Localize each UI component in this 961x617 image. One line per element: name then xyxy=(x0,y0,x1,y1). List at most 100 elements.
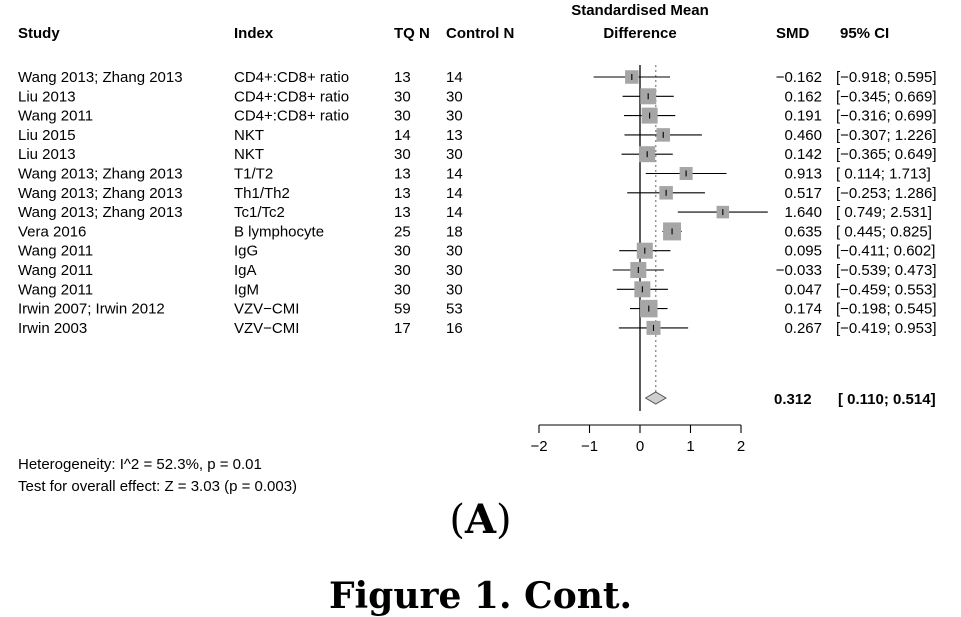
study-rows-table: Wang 2013; Zhang 2013 CD4+:CD8+ ratio 13 14… xyxy=(18,69,937,337)
row-index: T1/T2 xyxy=(234,166,273,183)
header-ci: 95% CI xyxy=(840,25,889,42)
row-smd: 0.095 xyxy=(784,243,822,260)
row-study: Wang 2011 xyxy=(18,262,93,279)
row-ci: [ 0.445; 0.825] xyxy=(836,223,932,240)
x-axis: −2 −1 0 1 2 xyxy=(530,424,745,455)
row-ci: [−0.307; 1.226] xyxy=(836,127,937,144)
row-control-n: 14 xyxy=(446,204,463,221)
row-tq-n: 13 xyxy=(394,69,411,86)
row-ci: [−0.365; 0.649] xyxy=(836,146,937,163)
row-control-n: 16 xyxy=(446,320,463,337)
row-smd: 0.162 xyxy=(784,88,822,105)
row-study: Wang 2013; Zhang 2013 xyxy=(18,166,183,183)
header-control-n: Control N xyxy=(446,25,514,42)
row-study: Irwin 2007; Irwin 2012 xyxy=(18,301,165,318)
row-tq-n: 30 xyxy=(394,88,411,105)
row-index: CD4+:CD8+ ratio xyxy=(234,88,349,105)
row-index: NKT xyxy=(234,146,264,163)
row-ci: [−0.316; 0.699] xyxy=(836,108,937,125)
row-smd: 0.635 xyxy=(784,223,822,240)
panel-letter: A xyxy=(464,496,497,543)
row-tq-n: 25 xyxy=(394,223,411,240)
row-index: IgA xyxy=(234,262,257,279)
overall-effect-text: Test for overall effect: Z = 3.03 (p = 0… xyxy=(18,478,297,495)
row-index: Tc1/Tc2 xyxy=(234,204,285,221)
row-control-n: 18 xyxy=(446,223,463,240)
row-tq-n: 30 xyxy=(394,108,411,125)
row-ci: [−0.253; 1.286] xyxy=(836,185,937,202)
row-tq-n: 30 xyxy=(394,146,411,163)
row-control-n: 30 xyxy=(446,243,463,260)
header-index: Index xyxy=(234,25,274,42)
row-ci: [−0.459; 0.553] xyxy=(836,281,937,298)
row-study: Wang 2011 xyxy=(18,281,93,298)
header-smd: SMD xyxy=(776,25,810,42)
row-smd: 1.640 xyxy=(784,204,822,221)
panel-label: (A) xyxy=(449,496,512,543)
row-control-n: 13 xyxy=(446,127,463,144)
header-tq-n: TQ N xyxy=(394,25,430,42)
row-control-n: 30 xyxy=(446,262,463,279)
x-tick-label: 2 xyxy=(737,438,745,455)
row-index: NKT xyxy=(234,127,264,144)
header-effect-line2: Difference xyxy=(603,25,676,42)
row-index: VZV−CMI xyxy=(234,320,299,337)
forest-plot: Study Index TQ N Control N Standardised … xyxy=(18,2,937,495)
row-smd: 0.517 xyxy=(784,185,822,202)
row-smd: −0.162 xyxy=(776,69,822,86)
row-smd: 0.142 xyxy=(784,146,822,163)
row-study: Wang 2013; Zhang 2013 xyxy=(18,204,183,221)
header-effect-line1: Standardised Mean xyxy=(571,2,709,19)
row-study: Wang 2011 xyxy=(18,108,93,125)
row-study: Liu 2013 xyxy=(18,146,76,163)
x-tick-label: 1 xyxy=(686,438,694,455)
row-tq-n: 13 xyxy=(394,185,411,202)
row-tq-n: 13 xyxy=(394,204,411,221)
row-study: Irwin 2003 xyxy=(18,320,87,337)
row-index: CD4+:CD8+ ratio xyxy=(234,108,349,125)
row-study: Wang 2013; Zhang 2013 xyxy=(18,69,183,86)
row-control-n: 30 xyxy=(446,281,463,298)
row-index: IgG xyxy=(234,243,258,260)
row-tq-n: 59 xyxy=(394,301,411,318)
row-control-n: 53 xyxy=(446,301,463,318)
row-index: IgM xyxy=(234,281,259,298)
pooled-ci: [ 0.110; 0.514] xyxy=(838,391,936,408)
row-smd: 0.191 xyxy=(784,108,822,125)
row-study: Wang 2013; Zhang 2013 xyxy=(18,185,183,202)
row-study: Vera 2016 xyxy=(18,223,86,240)
row-control-n: 14 xyxy=(446,185,463,202)
row-tq-n: 17 xyxy=(394,320,411,337)
row-index: VZV−CMI xyxy=(234,301,299,318)
figure-caption: Figure 1. Cont. xyxy=(328,575,633,617)
x-tick-label: −1 xyxy=(581,438,598,455)
row-tq-n: 13 xyxy=(394,166,411,183)
row-study: Wang 2011 xyxy=(18,243,93,260)
row-ci: [−0.918; 0.595] xyxy=(836,69,937,86)
row-control-n: 14 xyxy=(446,166,463,183)
row-control-n: 30 xyxy=(446,146,463,163)
row-smd: −0.033 xyxy=(776,262,822,279)
row-ci: [ 0.749; 2.531] xyxy=(836,204,932,221)
row-index: B lymphocyte xyxy=(234,223,324,240)
row-ci: [−0.411; 0.602] xyxy=(836,243,935,260)
row-study: Liu 2015 xyxy=(18,127,76,144)
pooled-diamond xyxy=(644,391,667,405)
pooled-smd: 0.312 xyxy=(774,391,812,408)
header-study: Study xyxy=(18,25,60,42)
row-tq-n: 14 xyxy=(394,127,411,144)
plot-area xyxy=(593,65,768,411)
x-tick-label: 0 xyxy=(636,438,644,455)
row-ci: [−0.419; 0.953] xyxy=(836,320,937,337)
row-index: Th1/Th2 xyxy=(234,185,290,202)
row-tq-n: 30 xyxy=(394,262,411,279)
row-control-n: 30 xyxy=(446,108,463,125)
row-ci: [−0.539; 0.473] xyxy=(836,262,937,279)
row-smd: 0.047 xyxy=(784,281,822,298)
row-control-n: 30 xyxy=(446,88,463,105)
row-study: Liu 2013 xyxy=(18,88,76,105)
row-control-n: 14 xyxy=(446,69,463,86)
heterogeneity-text: Heterogeneity: I^2 = 52.3%, p = 0.01 xyxy=(18,456,262,473)
row-tq-n: 30 xyxy=(394,243,411,260)
row-smd: 0.174 xyxy=(784,301,822,318)
